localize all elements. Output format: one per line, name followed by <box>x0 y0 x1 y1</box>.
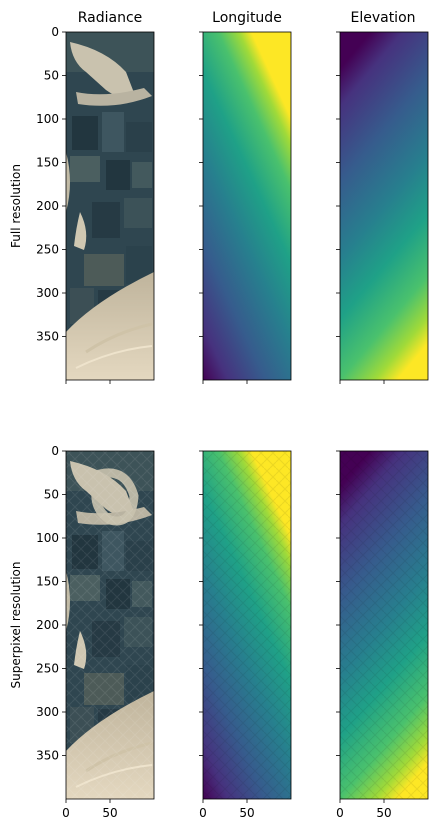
y-tick-label: 0 <box>51 25 59 39</box>
row-label-full-resolution: Full resolution <box>9 164 23 248</box>
y-tick-label: 150 <box>36 575 59 589</box>
axis-ticks: 0 50 100 150 200 250 300 350 0 50 100 150 200 250 300 3… <box>36 25 392 820</box>
y-tick-label: 50 <box>44 488 59 502</box>
y-tick-label: 350 <box>36 330 59 344</box>
panel-longitude-superpixel <box>202 450 292 800</box>
y-tick-label: 250 <box>36 662 59 676</box>
y-tick-label: 300 <box>36 286 59 300</box>
column-title-elevation: Elevation <box>350 10 415 26</box>
x-tick-label: 0 <box>62 806 70 820</box>
y-tick-label: 350 <box>36 749 59 763</box>
y-tick-label: 0 <box>51 444 59 458</box>
x-tick-label: 0 <box>336 806 344 820</box>
x-tick-label: 0 <box>199 806 207 820</box>
x-tick-label: 50 <box>376 806 391 820</box>
x-tick-label: 50 <box>102 806 117 820</box>
panel-elevation-superpixel <box>339 450 429 800</box>
x-tick-label: 50 <box>239 806 254 820</box>
panel-longitude-full <box>202 31 292 381</box>
y-tick-label: 200 <box>36 618 59 632</box>
panel-elevation-full <box>339 31 429 381</box>
y-tick-label: 250 <box>36 243 59 257</box>
column-title-radiance: Radiance <box>78 10 143 26</box>
y-tick-label: 200 <box>36 199 59 213</box>
y-tick-label: 300 <box>36 705 59 719</box>
y-tick-label: 100 <box>36 531 59 545</box>
y-tick-label: 150 <box>36 156 59 170</box>
y-tick-label: 100 <box>36 112 59 126</box>
row-label-superpixel-resolution: Superpixel resolution <box>9 562 23 689</box>
column-title-longitude: Longitude <box>212 10 282 26</box>
panel-radiance-full <box>65 31 155 381</box>
panel-radiance-superpixel <box>65 450 155 800</box>
y-tick-label: 50 <box>44 69 59 83</box>
